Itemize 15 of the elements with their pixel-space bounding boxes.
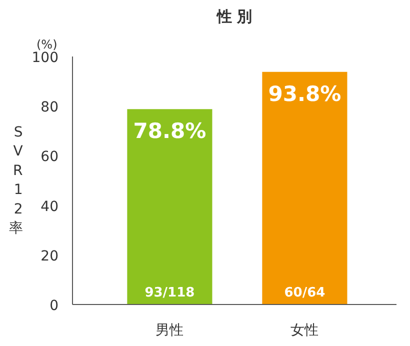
data-label: 93.8% <box>268 82 342 106</box>
y-tick-label: 80 <box>40 100 59 116</box>
y-tick-label: 100 <box>32 50 59 66</box>
y-tick-label: 60 <box>40 149 59 166</box>
y-tick-label: 0 <box>50 298 59 314</box>
annotation: 60/64 <box>284 286 326 300</box>
text: (%) <box>36 38 58 52</box>
y-axis-title: SVR12率 <box>8 124 24 236</box>
annotation: 93/118 <box>144 286 195 300</box>
y-tick-label: 20 <box>40 248 59 264</box>
data-label: 78.8% <box>133 119 206 144</box>
x-tick-label: 男性 <box>156 322 184 338</box>
chart-title: 性 別 <box>216 8 252 26</box>
x-tick-label: 女性 <box>290 322 319 338</box>
y-tick-label: 40 <box>40 198 59 215</box>
